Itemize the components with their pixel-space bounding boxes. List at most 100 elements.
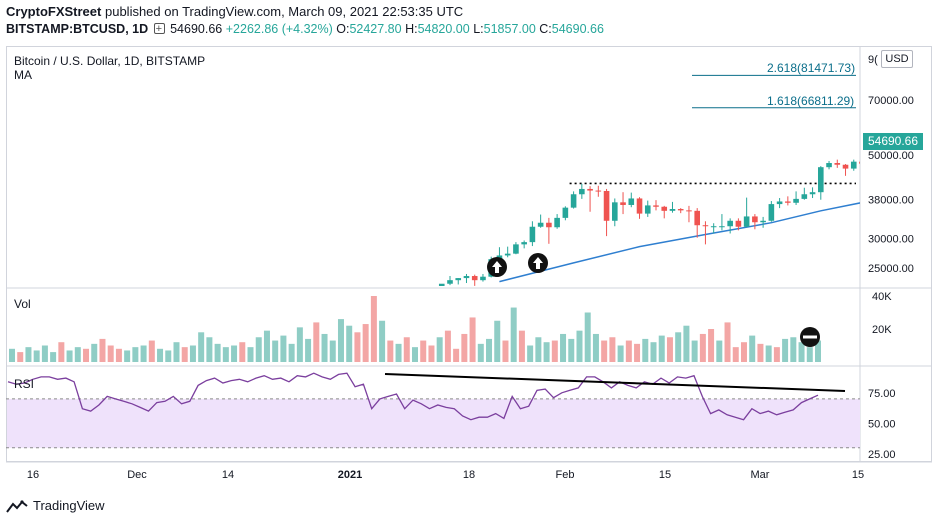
time-tick-label: Dec bbox=[127, 469, 147, 481]
volume-bar bbox=[173, 342, 180, 362]
volume-bar bbox=[263, 330, 270, 362]
volume-bar bbox=[609, 337, 616, 362]
rsi-tick-label: 75.00 bbox=[868, 388, 896, 400]
candle-body bbox=[513, 244, 519, 254]
low-value: 51857.00 bbox=[483, 22, 536, 36]
candle-up bbox=[447, 276, 453, 286]
volume-bar bbox=[494, 320, 501, 362]
author-name[interactable]: CryptoFXStreet bbox=[6, 4, 102, 19]
time-tick-label: 15 bbox=[659, 469, 671, 481]
candle-up bbox=[818, 166, 824, 200]
candle-body bbox=[463, 276, 470, 279]
candle-body bbox=[406, 310, 412, 311]
symbol-ohlc-bar: BITSTAMP:BTCUSD, 1D 54690.66 +2262.86 (+… bbox=[6, 21, 604, 37]
open-label: O: bbox=[336, 22, 350, 36]
volume-bar bbox=[560, 333, 567, 362]
candle-body bbox=[776, 201, 783, 205]
volume-bar bbox=[214, 343, 221, 362]
candle-up bbox=[562, 206, 569, 221]
candle-down bbox=[702, 221, 709, 245]
rsi-tick-label: 50.00 bbox=[868, 418, 896, 430]
volume-bar bbox=[115, 348, 122, 362]
volume-bar bbox=[288, 343, 295, 362]
volume-bar bbox=[412, 347, 418, 362]
candle-body bbox=[546, 222, 552, 228]
time-tick-label: 2021 bbox=[338, 469, 362, 481]
candle-body bbox=[496, 255, 503, 260]
candle-up bbox=[570, 191, 577, 209]
currency-button[interactable]: USD bbox=[881, 50, 913, 68]
candle-body bbox=[570, 194, 577, 208]
time-tick-label: 15 bbox=[852, 469, 864, 481]
price-change: +2262.86 (+4.32%) bbox=[225, 22, 333, 36]
symbol-label[interactable]: BITSTAMP:BTCUSD, 1D bbox=[6, 22, 149, 36]
publish-info: published on TradingView.com, March 09, … bbox=[104, 4, 464, 19]
volume-bar bbox=[634, 343, 641, 362]
price-tick-label: 25000.00 bbox=[868, 263, 914, 275]
candle-down bbox=[332, 307, 338, 314]
volume-bar bbox=[66, 350, 73, 362]
candle-body bbox=[332, 308, 338, 311]
price-tick-label: 30000.00 bbox=[868, 233, 914, 245]
candle-up bbox=[612, 198, 618, 227]
candle-body bbox=[595, 190, 602, 192]
publish-header: CryptoFXStreet published on TradingView.… bbox=[6, 4, 463, 20]
candle-body bbox=[390, 314, 396, 319]
candle-up bbox=[793, 191, 799, 205]
volume-bar bbox=[280, 335, 287, 362]
volume-bar bbox=[58, 342, 65, 362]
candle-body bbox=[850, 161, 857, 169]
candle-body bbox=[414, 310, 420, 313]
candle-down bbox=[842, 164, 849, 176]
volume-bar bbox=[231, 345, 238, 362]
candle-body bbox=[793, 198, 799, 203]
candle-body bbox=[785, 201, 791, 203]
close-value: 54690.66 bbox=[551, 22, 604, 36]
candle-up bbox=[669, 201, 676, 213]
candle-body bbox=[826, 163, 832, 168]
candle-body bbox=[743, 216, 750, 227]
rsi-legend[interactable]: RSI bbox=[14, 377, 35, 391]
candle-up bbox=[324, 306, 330, 315]
candle-down bbox=[859, 161, 860, 164]
candle-body bbox=[431, 294, 437, 309]
volume-bar bbox=[453, 348, 460, 362]
candle-body bbox=[291, 310, 297, 318]
time-tick-label: Mar bbox=[751, 469, 770, 481]
candle-down bbox=[677, 208, 684, 214]
add-symbol-icon[interactable] bbox=[153, 21, 165, 37]
time-tick-label: 18 bbox=[463, 469, 475, 481]
candle-up bbox=[390, 314, 396, 322]
fib-2618-label: 2.618(81471.73) bbox=[767, 61, 856, 75]
tradingview-logo[interactable]: TradingView bbox=[6, 498, 105, 513]
candle-body bbox=[529, 226, 536, 243]
ma-legend[interactable]: MA bbox=[14, 68, 32, 82]
moving-average-line bbox=[499, 202, 860, 283]
candle-down bbox=[348, 310, 354, 316]
volume-bar bbox=[790, 337, 797, 362]
volume-bar bbox=[74, 347, 81, 362]
volume-legend[interactable]: Vol bbox=[14, 297, 31, 311]
price-tick-label: 70000.00 bbox=[868, 95, 914, 107]
high-value: 54820.00 bbox=[417, 22, 470, 36]
candle-down bbox=[686, 205, 692, 223]
main-legend-title: Bitcoin / U.S. Dollar, 1D, BITSTAMP bbox=[14, 54, 206, 68]
candle-body bbox=[612, 202, 618, 221]
volume-bar bbox=[239, 342, 246, 362]
candle-body bbox=[661, 206, 668, 211]
candle-body bbox=[258, 319, 264, 325]
candle-down bbox=[603, 188, 610, 237]
candle-body bbox=[925, 132, 931, 136]
candle-body bbox=[365, 312, 371, 314]
candle-up bbox=[398, 310, 404, 316]
volume-bar bbox=[658, 335, 665, 362]
volume-bar bbox=[148, 340, 155, 362]
candle-up bbox=[463, 273, 470, 284]
candle-up bbox=[801, 187, 808, 200]
volume-tick-label: 20K bbox=[872, 324, 892, 336]
volume-bar bbox=[305, 338, 312, 362]
candle-down bbox=[620, 192, 626, 215]
volume-bar bbox=[699, 333, 706, 362]
candle-body bbox=[480, 276, 486, 281]
